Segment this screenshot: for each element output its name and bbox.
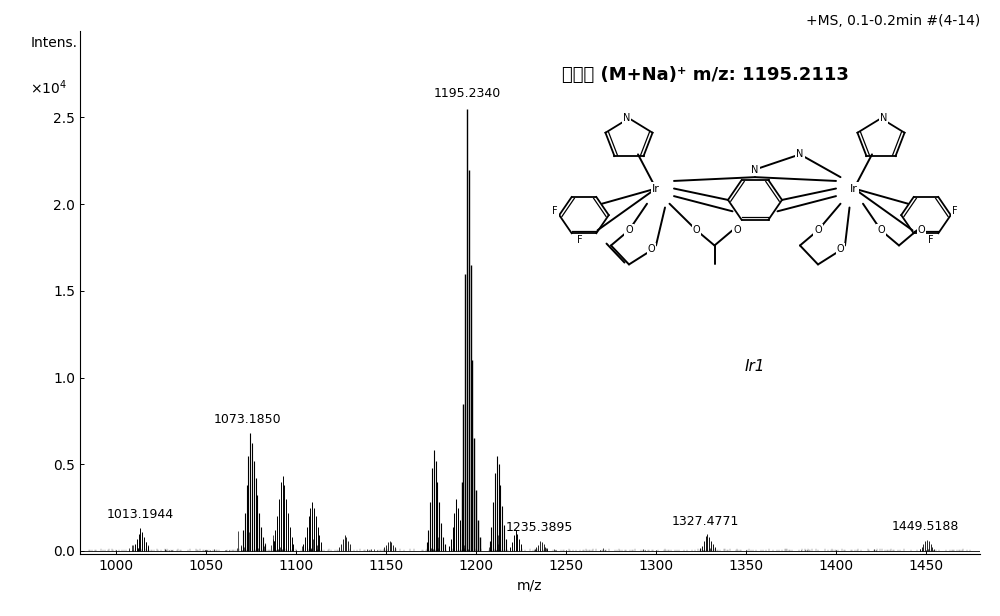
Text: 1195.2340: 1195.2340 [434,87,501,100]
Text: +MS, 0.1-0.2min #(4-14): +MS, 0.1-0.2min #(4-14) [806,14,980,28]
Text: Intens.: Intens. [30,36,78,50]
Text: $\times$10$^4$: $\times$10$^4$ [30,78,67,97]
X-axis label: m/z: m/z [517,579,543,593]
Text: 1449.5188: 1449.5188 [891,520,959,533]
Text: 1013.1944: 1013.1944 [106,508,173,521]
Text: 1327.4771: 1327.4771 [672,514,739,527]
Text: 1073.1850: 1073.1850 [214,413,282,426]
Text: 理论値 (M+Na)⁺ m/z: 1195.2113: 理论値 (M+Na)⁺ m/z: 1195.2113 [562,67,848,84]
Text: 1235.3895: 1235.3895 [506,521,573,534]
